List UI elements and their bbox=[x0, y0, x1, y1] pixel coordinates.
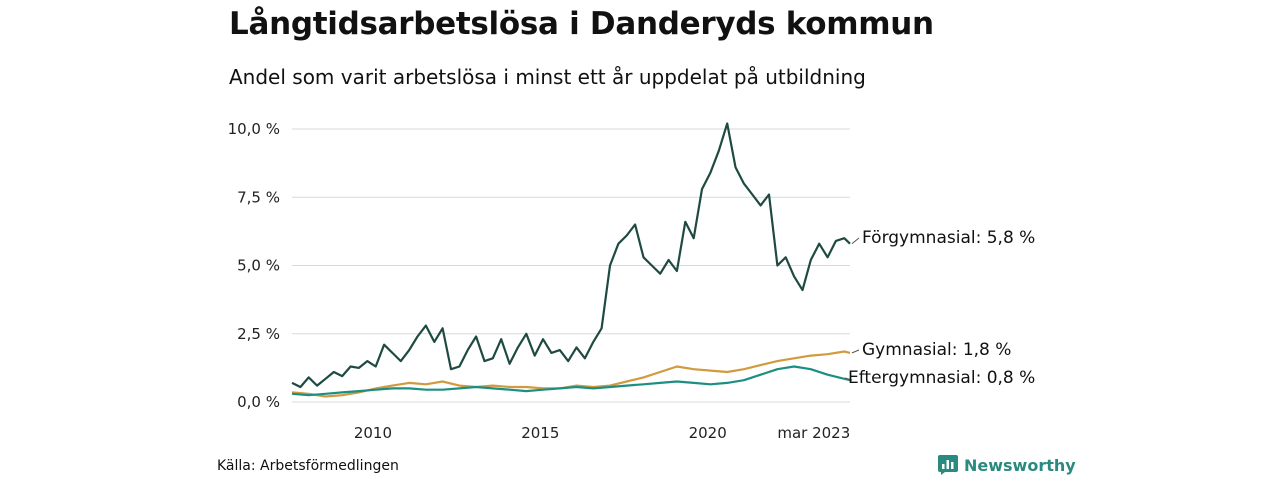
x-tick-label: 2010 bbox=[354, 424, 392, 442]
series-end-label: Eftergymnasial: 0,8 % bbox=[848, 368, 1035, 388]
source-note: Källa: Arbetsförmedlingen bbox=[217, 458, 399, 474]
newsworthy-logo-icon bbox=[938, 455, 958, 475]
brand-name: Newsworthy bbox=[964, 455, 1076, 475]
y-tick-label: 5,0 % bbox=[237, 257, 280, 275]
chart-subtitle: Andel som varit arbetslösa i minst ett å… bbox=[229, 65, 866, 89]
x-tick-label: 2015 bbox=[521, 424, 559, 442]
end-label-leader bbox=[844, 377, 853, 381]
end-label-leader bbox=[851, 237, 860, 245]
series-line-eftergymnasial bbox=[291, 365, 851, 397]
y-tick-label: 10,0 % bbox=[228, 120, 280, 138]
series-line-förgymnasial bbox=[291, 122, 851, 389]
series-end-label: Gymnasial: 1,8 % bbox=[862, 340, 1011, 360]
x-tick-label: mar 2023 bbox=[777, 424, 850, 442]
y-tick-label: 7,5 % bbox=[237, 188, 280, 206]
x-tick-label: 2020 bbox=[689, 424, 727, 442]
y-tick-label: 0,0 % bbox=[237, 393, 280, 411]
end-label-leader bbox=[851, 349, 860, 354]
brand-logo[interactable]: Newsworthy bbox=[938, 455, 1076, 475]
series-line-gymnasial bbox=[291, 350, 851, 398]
y-tick-label: 2,5 % bbox=[237, 325, 280, 343]
series-end-label: Förgymnasial: 5,8 % bbox=[862, 228, 1035, 248]
chart-title: Långtidsarbetslösa i Danderyds kommun bbox=[229, 6, 934, 42]
